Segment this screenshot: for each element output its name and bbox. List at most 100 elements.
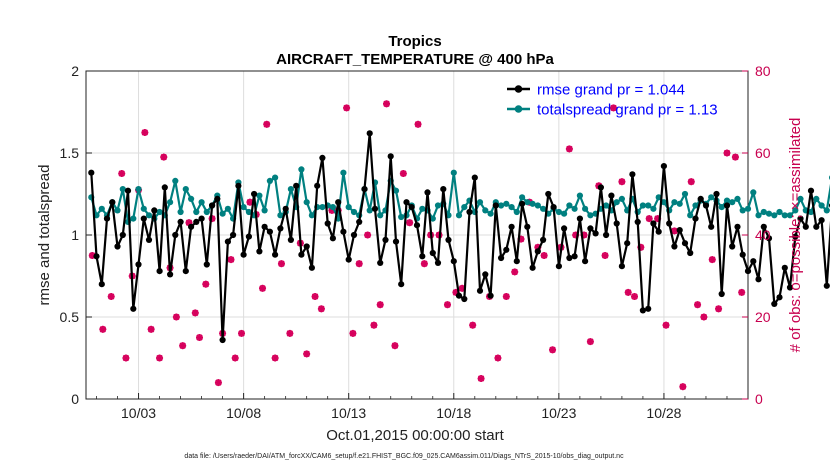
rmse-point — [760, 223, 767, 230]
totalspread-point — [529, 200, 536, 207]
totalspread-point — [771, 212, 778, 219]
rmse-point — [361, 186, 368, 193]
obs-assimilated-marker — [263, 120, 271, 128]
rmse-point — [534, 248, 541, 255]
rmse-point — [245, 233, 252, 240]
rmse-point — [771, 300, 778, 307]
totalspread-point — [576, 192, 584, 199]
obs-star-stroke — [494, 354, 502, 362]
rmse-point — [130, 305, 137, 312]
y2-tick-label: 0 — [755, 391, 763, 407]
rmse-point — [371, 205, 379, 212]
rmse-point — [140, 215, 147, 222]
obs-star-stroke — [444, 301, 451, 308]
obs-assimilated-marker — [303, 350, 311, 358]
y-tick-label: 0.5 — [60, 309, 80, 325]
rmse-point — [382, 236, 389, 243]
obs-star-stroke — [587, 338, 594, 345]
rmse-point — [182, 268, 189, 275]
obs-assimilated-marker — [731, 153, 739, 161]
obs-star-stroke — [406, 219, 413, 226]
obs-star-stroke — [303, 350, 310, 358]
totalspread-point — [555, 208, 563, 216]
rmse-point — [398, 281, 405, 288]
obs-star-stroke — [185, 219, 193, 226]
totalspread-point — [660, 199, 668, 206]
totalspread-point — [172, 177, 179, 184]
rmse-point — [266, 228, 273, 235]
rmse-point — [177, 218, 184, 225]
totalspread-point — [419, 205, 426, 212]
y-tick-label: 1 — [71, 227, 79, 243]
totalspread-point — [519, 194, 526, 201]
obs-star-stroke — [700, 313, 708, 321]
totalspread-point — [240, 204, 247, 211]
obs-assimilated-marker — [609, 104, 617, 112]
totalspread-point — [203, 208, 210, 216]
obs-assimilated-marker — [349, 329, 357, 337]
obs-star-stroke — [662, 322, 670, 329]
rmse-point — [555, 263, 563, 270]
totalspread-point — [277, 212, 284, 219]
rmse-point — [224, 238, 231, 245]
rmse-point — [172, 231, 179, 239]
rmse-point — [109, 199, 116, 206]
totalspread-point — [818, 202, 825, 209]
obs-assimilated-marker — [414, 120, 422, 128]
obs-assimilated-marker — [391, 342, 399, 350]
rmse-point — [692, 215, 699, 222]
totalspread-point — [750, 189, 757, 196]
rmse-point — [723, 202, 731, 209]
totalspread-point — [392, 187, 400, 194]
rmse-point — [645, 305, 652, 312]
obs-assimilated-marker — [172, 313, 180, 321]
rmse-point — [230, 231, 237, 239]
x-tick-label: 10/03 — [121, 405, 156, 421]
rmse-point — [508, 223, 515, 230]
legend-rmse-label: rmse grand pr = 1.044 — [537, 82, 685, 99]
rmse-point — [377, 259, 384, 266]
rmse-point — [818, 217, 825, 224]
totalspread-point — [781, 212, 788, 219]
obs-star-stroke — [566, 145, 573, 153]
totalspread-point — [156, 208, 163, 216]
rmse-point — [188, 223, 195, 230]
rmse-point — [156, 268, 163, 275]
rmse-point — [303, 243, 310, 250]
rmse-point — [498, 254, 505, 262]
totalspread-point — [398, 213, 405, 221]
rmse-point — [650, 220, 657, 227]
obs-star-stroke — [196, 334, 203, 341]
rmse-point — [366, 130, 373, 137]
obs-star-stroke — [694, 301, 701, 308]
rmse-point — [466, 208, 473, 216]
totalspread-point — [256, 192, 263, 199]
x-tick-label: 10/28 — [646, 405, 681, 421]
obs-star-stroke — [383, 100, 390, 107]
obs-star-stroke — [610, 104, 617, 112]
obs-star-stroke — [356, 260, 363, 267]
totalspread-point — [786, 212, 794, 219]
totalspread-point — [687, 212, 694, 219]
obs-star-stroke — [179, 342, 186, 349]
obs-assimilated-marker — [469, 321, 477, 329]
obs-star-stroke — [732, 153, 739, 161]
rmse-point — [345, 256, 352, 263]
rmse-point — [298, 251, 305, 258]
obs-star-stroke — [723, 149, 731, 157]
rmse-point — [744, 268, 752, 275]
rmse-point — [597, 184, 605, 191]
rmse-point — [455, 292, 463, 299]
obs-assimilated-marker — [195, 334, 203, 341]
obs-star-stroke — [414, 121, 422, 128]
totalspread-point — [188, 195, 195, 202]
rmse-point — [135, 261, 142, 268]
totalspread-point — [140, 205, 147, 212]
rmse-point — [792, 233, 799, 240]
rmse-point — [114, 243, 121, 250]
obs-assimilated-marker — [645, 215, 653, 223]
obs-assimilated-marker — [147, 325, 155, 333]
rmse-point — [261, 223, 268, 230]
totalspread-point — [823, 207, 830, 214]
totalspread-point — [266, 177, 273, 184]
